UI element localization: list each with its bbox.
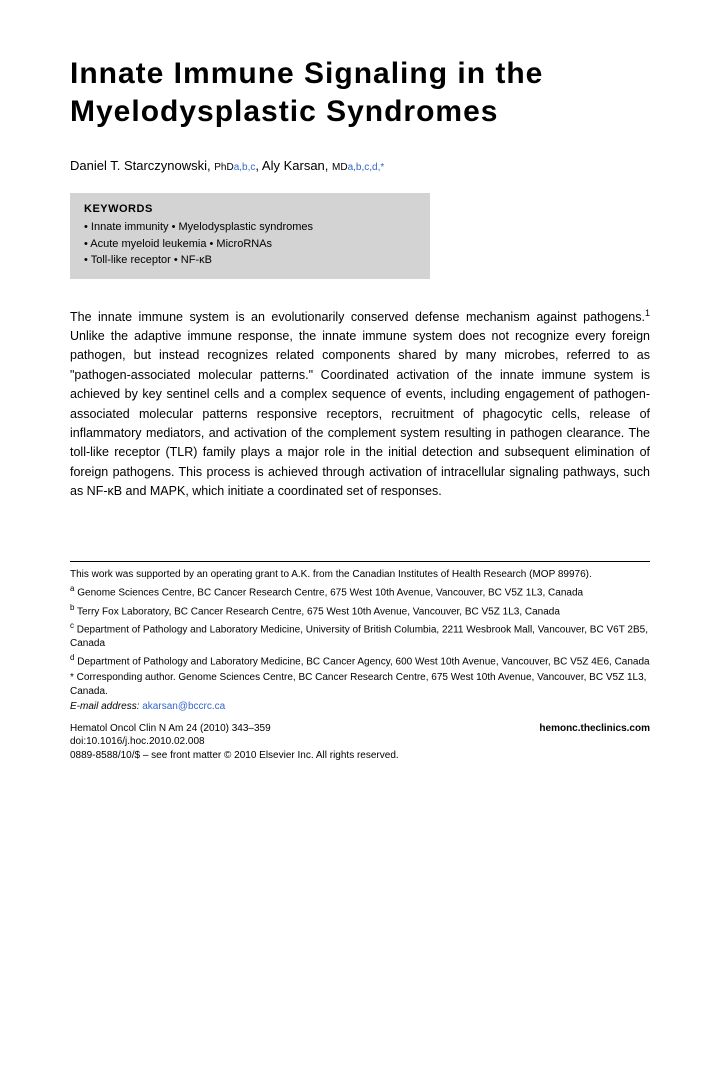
affil-d-text: Department of Pathology and Laboratory M… (74, 657, 649, 668)
copyright-line: 0889-8588/10/$ – see front matter © 2010… (70, 749, 399, 763)
affiliation-c: c Department of Pathology and Laboratory… (70, 620, 650, 651)
keywords-line-1: • Innate immunity • Myelodysplastic synd… (84, 219, 416, 236)
author-1-name: Daniel T. Starczynowski, (70, 158, 214, 173)
citation-block: Hematol Oncol Clin N Am 24 (2010) 343–35… (70, 722, 650, 763)
citation-superscript: 1 (645, 308, 650, 318)
keywords-heading: KEYWORDS (84, 203, 416, 215)
keywords-line-2: • Acute myeloid leukemia • MicroRNAs (84, 236, 416, 253)
doi-line: doi:10.1016/j.hoc.2010.02.008 (70, 735, 399, 749)
author-2-name: Aly Karsan, (262, 158, 332, 173)
keywords-box: KEYWORDS • Innate immunity • Myelodyspla… (70, 193, 430, 279)
corresponding-star: * (380, 162, 384, 173)
journal-citation: Hematol Oncol Clin N Am 24 (2010) 343–35… (70, 722, 399, 736)
affil-c-text: Department of Pathology and Laboratory M… (70, 624, 648, 649)
corresponding-author-note: * Corresponding author. Genome Sciences … (70, 671, 650, 699)
author-2-degree: MD (332, 162, 348, 173)
keywords-line-3: • Toll-like receptor • NF-κB (84, 252, 416, 269)
affil-b-text: Terry Fox Laboratory, BC Cancer Research… (74, 606, 559, 617)
affiliation-d: d Department of Pathology and Laboratory… (70, 652, 650, 669)
article-title: Innate Immune Signaling in the Myelodysp… (70, 55, 650, 130)
author-2-affiliations: a,b,c,d, (348, 162, 381, 173)
authors-line: Daniel T. Starczynowski, PhDa,b,c, Aly K… (70, 158, 650, 173)
email-line: E-mail address: akarsan@bccrc.ca (70, 700, 650, 714)
body-paragraph: The innate immune system is an evolution… (70, 307, 650, 502)
funding-note: This work was supported by an operating … (70, 568, 650, 582)
email-label: E-mail address: (70, 701, 142, 712)
email-link[interactable]: akarsan@bccrc.ca (142, 701, 225, 712)
footnotes-block: This work was supported by an operating … (70, 561, 650, 762)
affiliation-b: b Terry Fox Laboratory, BC Cancer Resear… (70, 602, 650, 619)
citation-left: Hematol Oncol Clin N Am 24 (2010) 343–35… (70, 722, 399, 763)
body-text-part-b: Unlike the adaptive immune response, the… (70, 329, 650, 498)
journal-website[interactable]: hemonc.theclinics.com (539, 722, 650, 763)
body-text-part-a: The innate immune system is an evolution… (70, 310, 645, 324)
author-1-affiliations: a,b,c (234, 162, 256, 173)
author-1-degree: PhD (214, 162, 233, 173)
affil-a-text: Genome Sciences Centre, BC Cancer Resear… (74, 588, 583, 599)
affiliation-a: a Genome Sciences Centre, BC Cancer Rese… (70, 583, 650, 600)
